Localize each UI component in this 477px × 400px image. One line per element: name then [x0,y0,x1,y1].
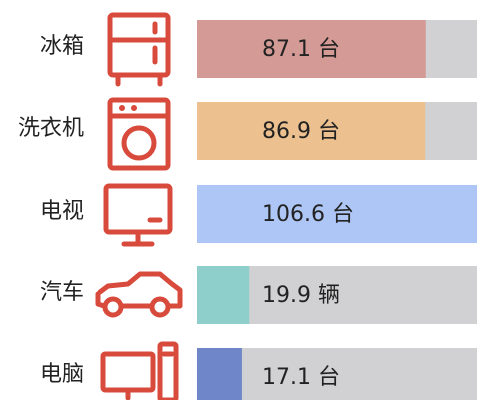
category-label: 洗衣机 [18,116,84,141]
bar [197,348,242,400]
bar [197,185,477,243]
category-label: 冰箱 [40,34,84,59]
category-label: 电脑 [40,362,84,387]
value-label: 19.9 辆 [262,283,340,308]
bar [197,266,250,324]
tv-icon [103,183,173,247]
bar [197,20,426,78]
bar-track [197,348,477,400]
value-label: 106.6 台 [262,202,354,227]
category-label: 汽车 [40,280,84,305]
value-label: 17.1 台 [262,365,340,390]
value-label: 86.9 台 [262,119,340,144]
washer-icon [107,97,171,171]
category-label: 电视 [40,199,84,224]
value-label: 87.1 台 [262,37,340,62]
fridge-icon [107,12,171,87]
car-icon [95,271,183,318]
computer-icon [100,341,179,400]
bar [197,102,426,160]
